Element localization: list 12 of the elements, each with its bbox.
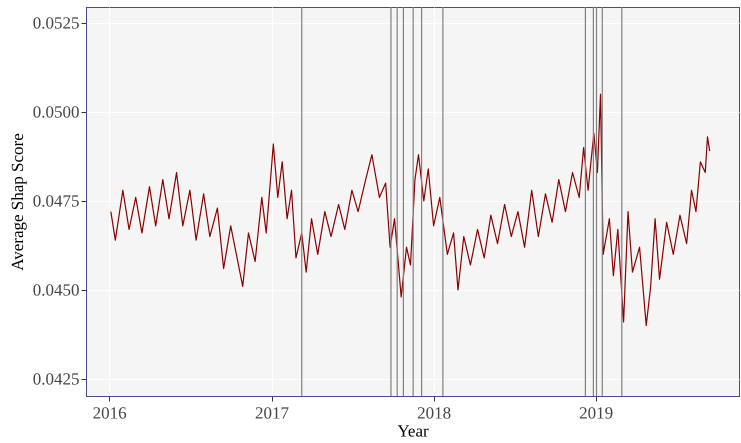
x-axis-title: Year [397,422,429,440]
y-tick-label: 0.0500 [32,102,80,122]
x-tick-label: 2019 [579,404,614,422]
y-axis-title: Average Shap Score [8,133,27,271]
x-tick-label: 2017 [255,404,290,422]
x-tick-label: 2018 [417,404,452,422]
y-tick-label: 0.0475 [32,191,80,210]
x-tick-label: 2016 [92,404,127,422]
y-tick-label: 0.0525 [32,14,80,33]
y-tick-label: 0.0450 [32,280,80,300]
y-tick-label: 0.0425 [32,369,80,388]
line-series [110,94,710,326]
